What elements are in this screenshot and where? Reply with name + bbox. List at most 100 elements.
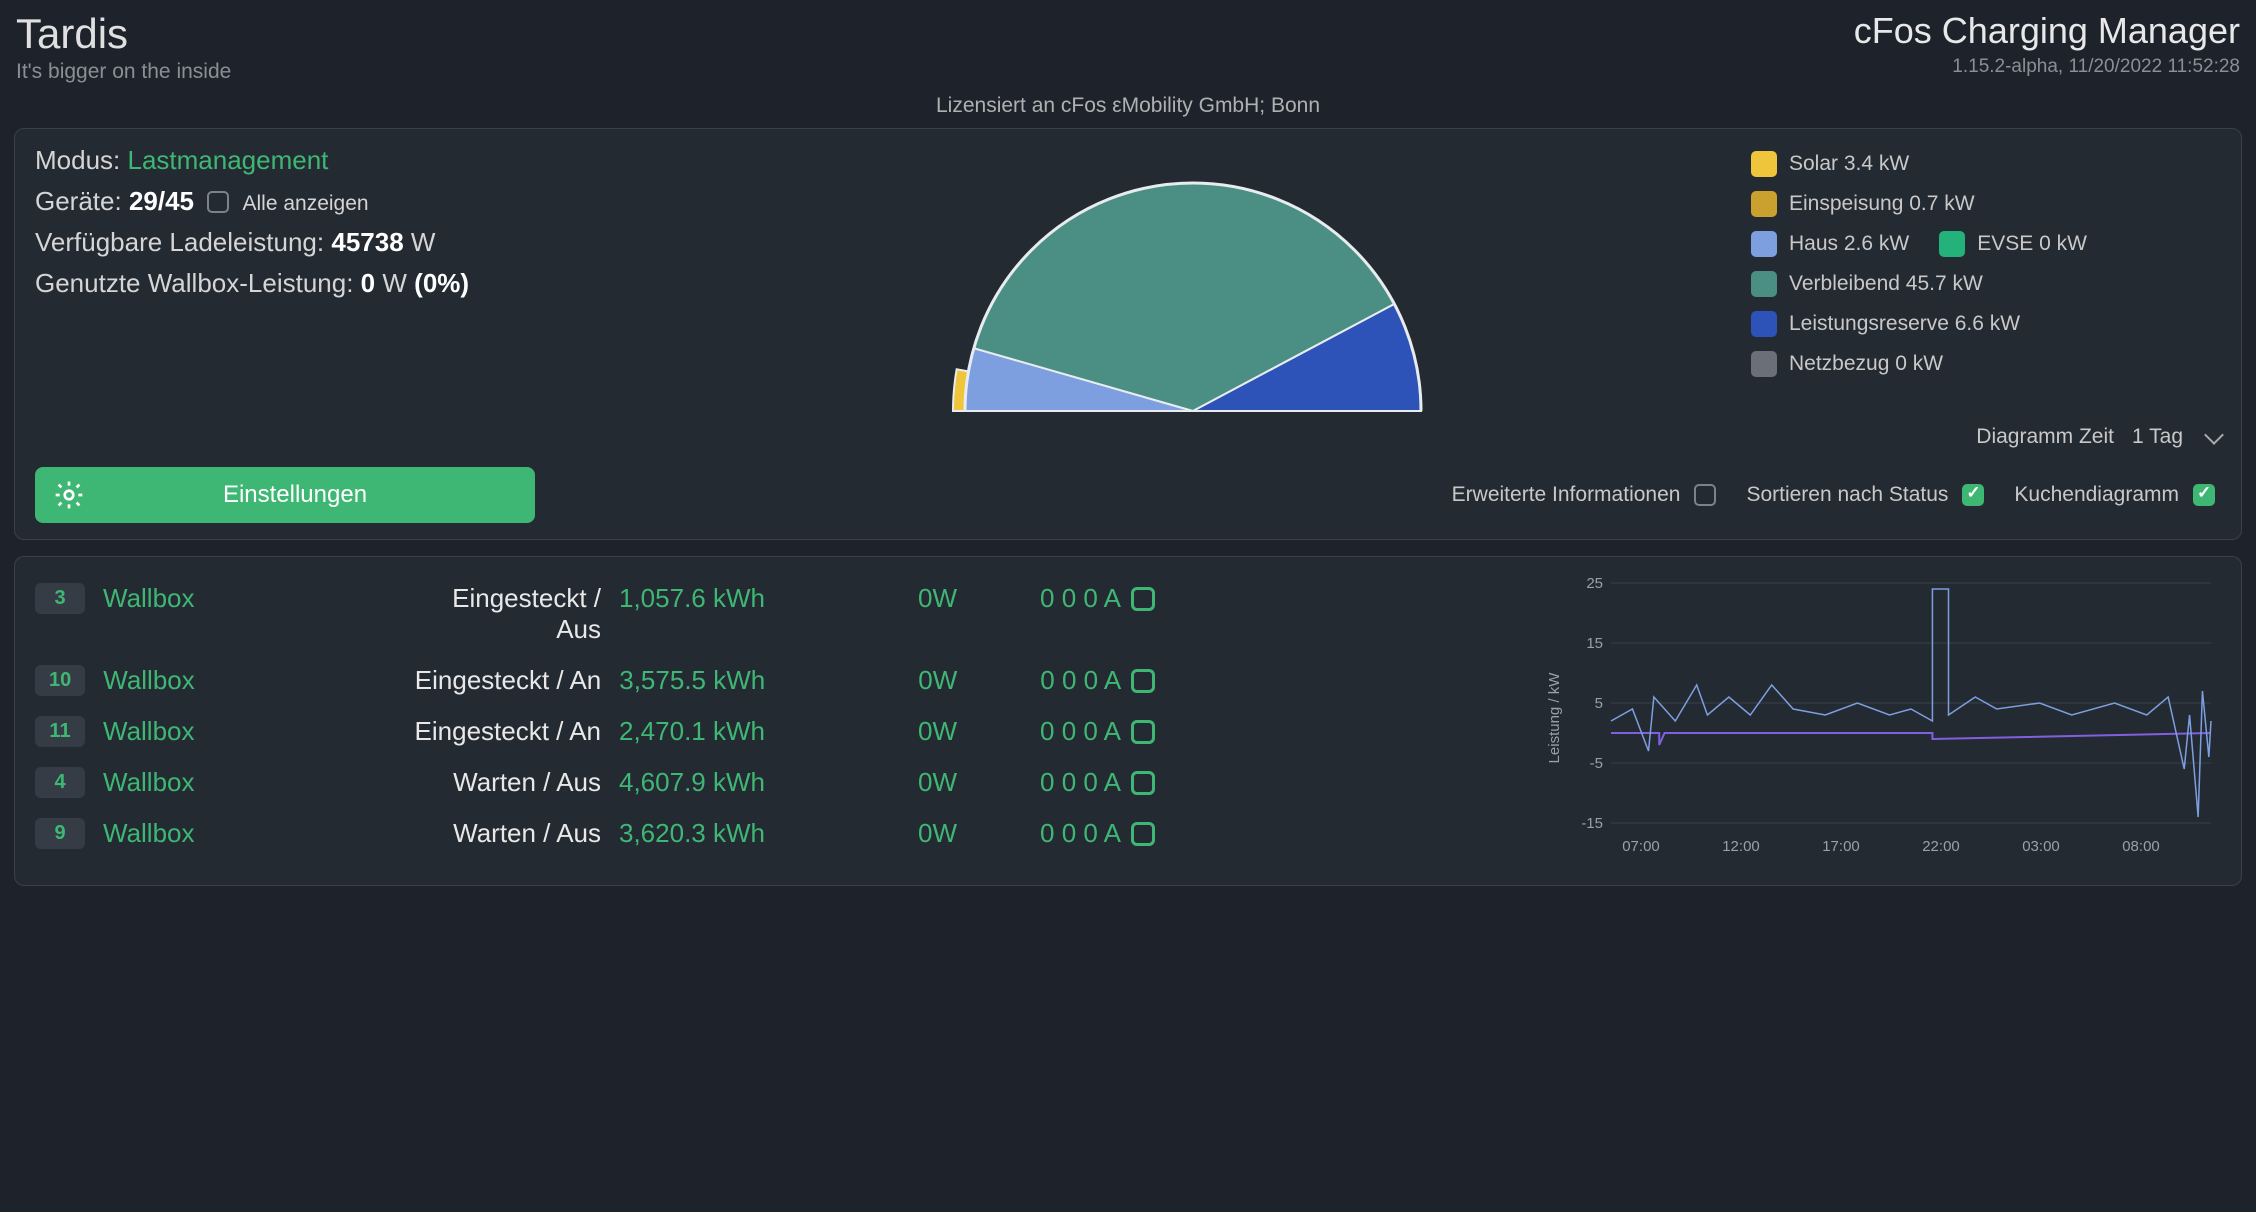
legend-item: EVSE 0 kW <box>1939 231 2087 257</box>
svg-text:5: 5 <box>1595 695 1603 712</box>
used-power-unit: W <box>382 268 407 298</box>
device-status-box <box>1131 822 1155 846</box>
chart-time-label: Diagramm Zeit <box>1976 425 2114 449</box>
chevron-down-icon <box>2204 425 2224 445</box>
svg-text:Leistung / kW: Leistung / kW <box>1546 672 1563 764</box>
device-name[interactable]: Wallbox <box>103 665 263 696</box>
device-energy: 1,057.6 kWh <box>619 583 819 614</box>
legend-swatch <box>1751 191 1777 217</box>
legend-item: Leistungsreserve 6.6 kW <box>1751 311 2020 337</box>
avail-power-label: Verfügbare Ladeleistung: <box>35 227 324 257</box>
device-energy: 3,575.5 kWh <box>619 665 819 696</box>
device-status: Warten / Aus <box>281 818 601 849</box>
legend-label: EVSE 0 kW <box>1977 232 2087 256</box>
chart-time-value: 1 Tag <box>2132 425 2183 449</box>
show-all-checkbox[interactable] <box>207 191 229 213</box>
used-power-label: Genutzte Wallbox-Leistung: <box>35 268 353 298</box>
sort-status-checkbox[interactable] <box>1962 484 1984 506</box>
legend-label: Netzbezug 0 kW <box>1789 352 1943 376</box>
device-power: 0W <box>837 583 957 614</box>
device-current: 0 0 0 A <box>975 767 1155 798</box>
device-row[interactable]: 3 Wallbox Eingesteckt /Aus 1,057.6 kWh 0W 0 0… <box>35 573 1521 655</box>
svg-text:17:00: 17:00 <box>1822 838 1860 855</box>
legend-label: Einspeisung 0.7 kW <box>1789 192 1975 216</box>
device-status: Eingesteckt / An <box>281 665 601 696</box>
svg-text:03:00: 03:00 <box>2022 838 2060 855</box>
legend-item: Solar 3.4 kW <box>1751 151 1909 177</box>
device-status-box <box>1131 669 1155 693</box>
svg-text:-5: -5 <box>1590 755 1603 772</box>
used-power-value: 0 <box>361 268 375 298</box>
device-table: 3 Wallbox Eingesteckt /Aus 1,057.6 kWh 0W 0 0… <box>35 573 1521 869</box>
device-status: Eingesteckt /Aus <box>281 583 601 645</box>
device-status-box <box>1131 720 1155 744</box>
device-id-badge: 3 <box>35 583 85 614</box>
device-power: 0W <box>837 665 957 696</box>
svg-text:25: 25 <box>1586 575 1603 592</box>
device-status: Eingesteckt / An <box>281 716 601 747</box>
device-energy: 3,620.3 kWh <box>619 818 819 849</box>
devices-label: Geräte: <box>35 186 122 216</box>
ext-info-checkbox[interactable] <box>1694 484 1716 506</box>
mode-label: Modus: <box>35 145 120 175</box>
legend-label: Solar 3.4 kW <box>1789 152 1909 176</box>
chart-legend: Solar 3.4 kW Einspeisung 0.7 kW Haus 2.6 k… <box>1751 145 2221 425</box>
legend-label: Verbleibend 45.7 kW <box>1789 272 1983 296</box>
sort-status-label: Sortieren nach Status <box>1746 483 1948 507</box>
device-id-badge: 9 <box>35 818 85 849</box>
device-status-box <box>1131 587 1155 611</box>
product-name: cFos Charging Manager <box>1854 10 2240 52</box>
version-line: 1.15.2-alpha, 11/20/2022 11:52:28 <box>1854 56 2240 78</box>
power-timeline-chart: -15-55152507:0012:0017:0022:0003:0008:00… <box>1541 573 2221 863</box>
legend-swatch <box>1751 231 1777 257</box>
device-current: 0 0 0 A <box>975 583 1155 614</box>
legend-label: Leistungsreserve 6.6 kW <box>1789 312 2020 336</box>
device-status-box <box>1131 771 1155 795</box>
power-semi-pie-chart <box>933 155 1453 425</box>
device-name[interactable]: Wallbox <box>103 767 263 798</box>
avail-power-unit: W <box>411 227 436 257</box>
svg-text:22:00: 22:00 <box>1922 838 1960 855</box>
app-title: Tardis <box>16 10 231 58</box>
used-power-pct: (0%) <box>414 268 469 298</box>
app-subtitle: It's bigger on the inside <box>16 60 231 84</box>
chart-time-select[interactable]: Diagramm Zeit 1 Tag <box>1976 425 2221 449</box>
device-row[interactable]: 11 Wallbox Eingesteckt / An 2,470.1 kWh 0W 0 … <box>35 706 1521 757</box>
device-current: 0 0 0 A <box>975 818 1155 849</box>
device-energy: 2,470.1 kWh <box>619 716 819 747</box>
legend-item: Verbleibend 45.7 kW <box>1751 271 1983 297</box>
svg-text:12:00: 12:00 <box>1722 838 1760 855</box>
legend-swatch <box>1751 351 1777 377</box>
device-name[interactable]: Wallbox <box>103 583 263 614</box>
device-row[interactable]: 4WallboxWarten / Aus4,607.9 kWh0W0 0 0 A <box>35 757 1521 808</box>
device-name[interactable]: Wallbox <box>103 818 263 849</box>
show-all-label: Alle anzeigen <box>243 192 369 215</box>
legend-swatch <box>1939 231 1965 257</box>
avail-power-value: 45738 <box>331 227 403 257</box>
mode-value[interactable]: Lastmanagement <box>128 145 329 175</box>
legend-label: Haus 2.6 kW <box>1789 232 1909 256</box>
legend-item: Netzbezug 0 kW <box>1751 351 1943 377</box>
device-id-badge: 11 <box>35 716 85 747</box>
settings-button-label: Einstellungen <box>105 481 485 509</box>
svg-text:08:00: 08:00 <box>2122 838 2160 855</box>
legend-swatch <box>1751 271 1777 297</box>
device-row[interactable]: 10 Wallbox Eingesteckt / An 3,575.5 kWh 0W 0 … <box>35 655 1521 706</box>
device-status: Warten / Aus <box>281 767 601 798</box>
settings-button[interactable]: Einstellungen <box>35 467 535 523</box>
device-id-badge: 10 <box>35 665 85 696</box>
device-row[interactable]: 9WallboxWarten / Aus3,620.3 kWh0W0 0 0 A <box>35 808 1521 859</box>
device-energy: 4,607.9 kWh <box>619 767 819 798</box>
legend-swatch <box>1751 311 1777 337</box>
device-id-badge: 4 <box>35 767 85 798</box>
svg-text:15: 15 <box>1586 635 1603 652</box>
pie-label: Kuchendiagramm <box>2014 483 2179 507</box>
svg-text:-15: -15 <box>1581 815 1603 832</box>
device-name[interactable]: Wallbox <box>103 716 263 747</box>
device-current: 0 0 0 A <box>975 665 1155 696</box>
pie-checkbox[interactable] <box>2193 484 2215 506</box>
ext-info-label: Erweiterte Informationen <box>1452 483 1681 507</box>
device-current: 0 0 0 A <box>975 716 1155 747</box>
device-power: 0W <box>837 716 957 747</box>
gear-icon <box>53 479 85 511</box>
